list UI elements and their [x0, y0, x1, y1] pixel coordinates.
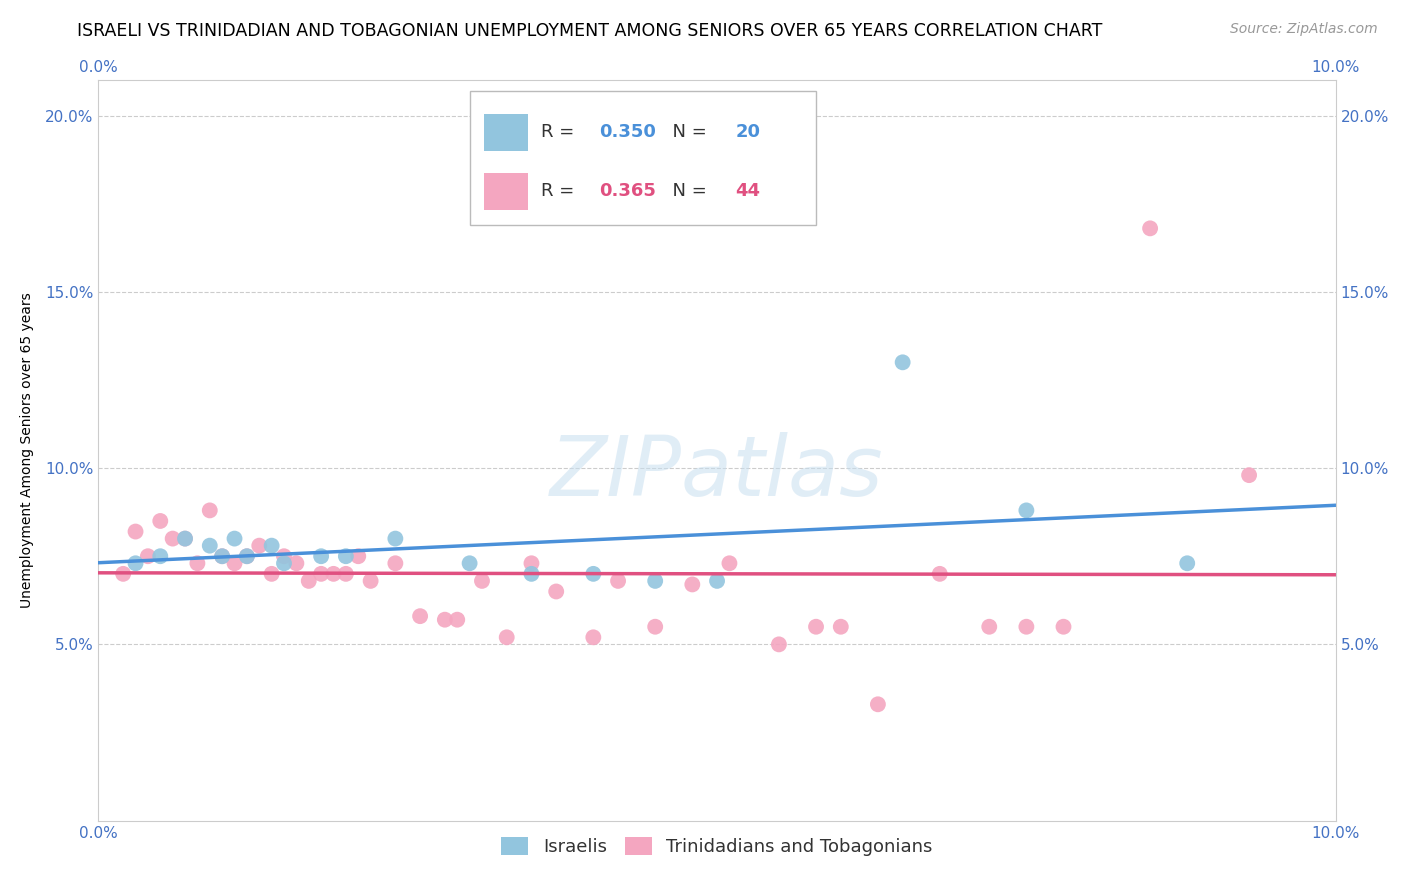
FancyBboxPatch shape: [485, 113, 527, 151]
Point: [198, 503, 221, 517]
Point: [198, 539, 221, 553]
Point: [260, 539, 283, 553]
Point: [768, 637, 790, 651]
Point: [546, 584, 568, 599]
Point: [1052, 620, 1074, 634]
Legend: Israelis, Trinidadians and Tobagonians: Israelis, Trinidadians and Tobagonians: [494, 830, 941, 863]
Text: 44: 44: [735, 182, 761, 201]
Point: [149, 514, 172, 528]
Point: [360, 574, 382, 588]
Point: [384, 556, 406, 570]
Point: [273, 549, 295, 564]
Point: [124, 556, 146, 570]
Text: R =: R =: [541, 123, 581, 141]
Point: [1015, 503, 1038, 517]
Point: [582, 566, 605, 581]
Point: [471, 574, 494, 588]
Text: ZIPatlas: ZIPatlas: [550, 432, 884, 513]
Text: 0.365: 0.365: [599, 182, 657, 201]
Point: [149, 549, 172, 564]
Point: [285, 556, 308, 570]
Point: [335, 549, 357, 564]
Point: [211, 549, 233, 564]
Point: [162, 532, 184, 546]
FancyBboxPatch shape: [470, 91, 815, 225]
Point: [495, 630, 517, 644]
Point: [1237, 468, 1260, 483]
Text: Source: ZipAtlas.com: Source: ZipAtlas.com: [1230, 22, 1378, 37]
Point: [928, 566, 950, 581]
Point: [186, 556, 208, 570]
Text: N =: N =: [661, 123, 713, 141]
Text: 20: 20: [735, 123, 761, 141]
Point: [1015, 620, 1038, 634]
Point: [830, 620, 852, 634]
Point: [718, 556, 741, 570]
Point: [458, 556, 481, 570]
FancyBboxPatch shape: [485, 173, 527, 210]
Point: [112, 566, 135, 581]
Point: [866, 698, 889, 712]
Y-axis label: Unemployment Among Seniors over 65 years: Unemployment Among Seniors over 65 years: [20, 293, 34, 608]
Point: [644, 620, 666, 634]
Text: ISRAELI VS TRINIDADIAN AND TOBAGONIAN UNEMPLOYMENT AMONG SENIORS OVER 65 YEARS C: ISRAELI VS TRINIDADIAN AND TOBAGONIAN UN…: [77, 22, 1102, 40]
Point: [644, 574, 666, 588]
Point: [1139, 221, 1161, 235]
Text: N =: N =: [661, 182, 713, 201]
Point: [335, 566, 357, 581]
Point: [236, 549, 259, 564]
Point: [273, 556, 295, 570]
Point: [520, 566, 543, 581]
Point: [1175, 556, 1198, 570]
Point: [607, 574, 630, 588]
Point: [681, 577, 703, 591]
Point: [309, 549, 332, 564]
Point: [433, 613, 456, 627]
Point: [247, 539, 270, 553]
Point: [174, 532, 197, 546]
Point: [979, 620, 1001, 634]
Point: [211, 549, 233, 564]
Point: [224, 556, 246, 570]
Point: [891, 355, 914, 369]
Point: [174, 532, 197, 546]
Point: [322, 566, 344, 581]
Point: [298, 574, 321, 588]
Point: [446, 613, 468, 627]
Point: [347, 549, 370, 564]
Point: [384, 532, 406, 546]
Point: [124, 524, 146, 539]
Point: [706, 574, 728, 588]
Point: [520, 556, 543, 570]
Point: [804, 620, 827, 634]
Point: [260, 566, 283, 581]
Text: 0.350: 0.350: [599, 123, 657, 141]
Point: [582, 630, 605, 644]
Text: R =: R =: [541, 182, 581, 201]
Point: [409, 609, 432, 624]
Point: [309, 566, 332, 581]
Point: [224, 532, 246, 546]
Point: [136, 549, 159, 564]
Point: [236, 549, 259, 564]
